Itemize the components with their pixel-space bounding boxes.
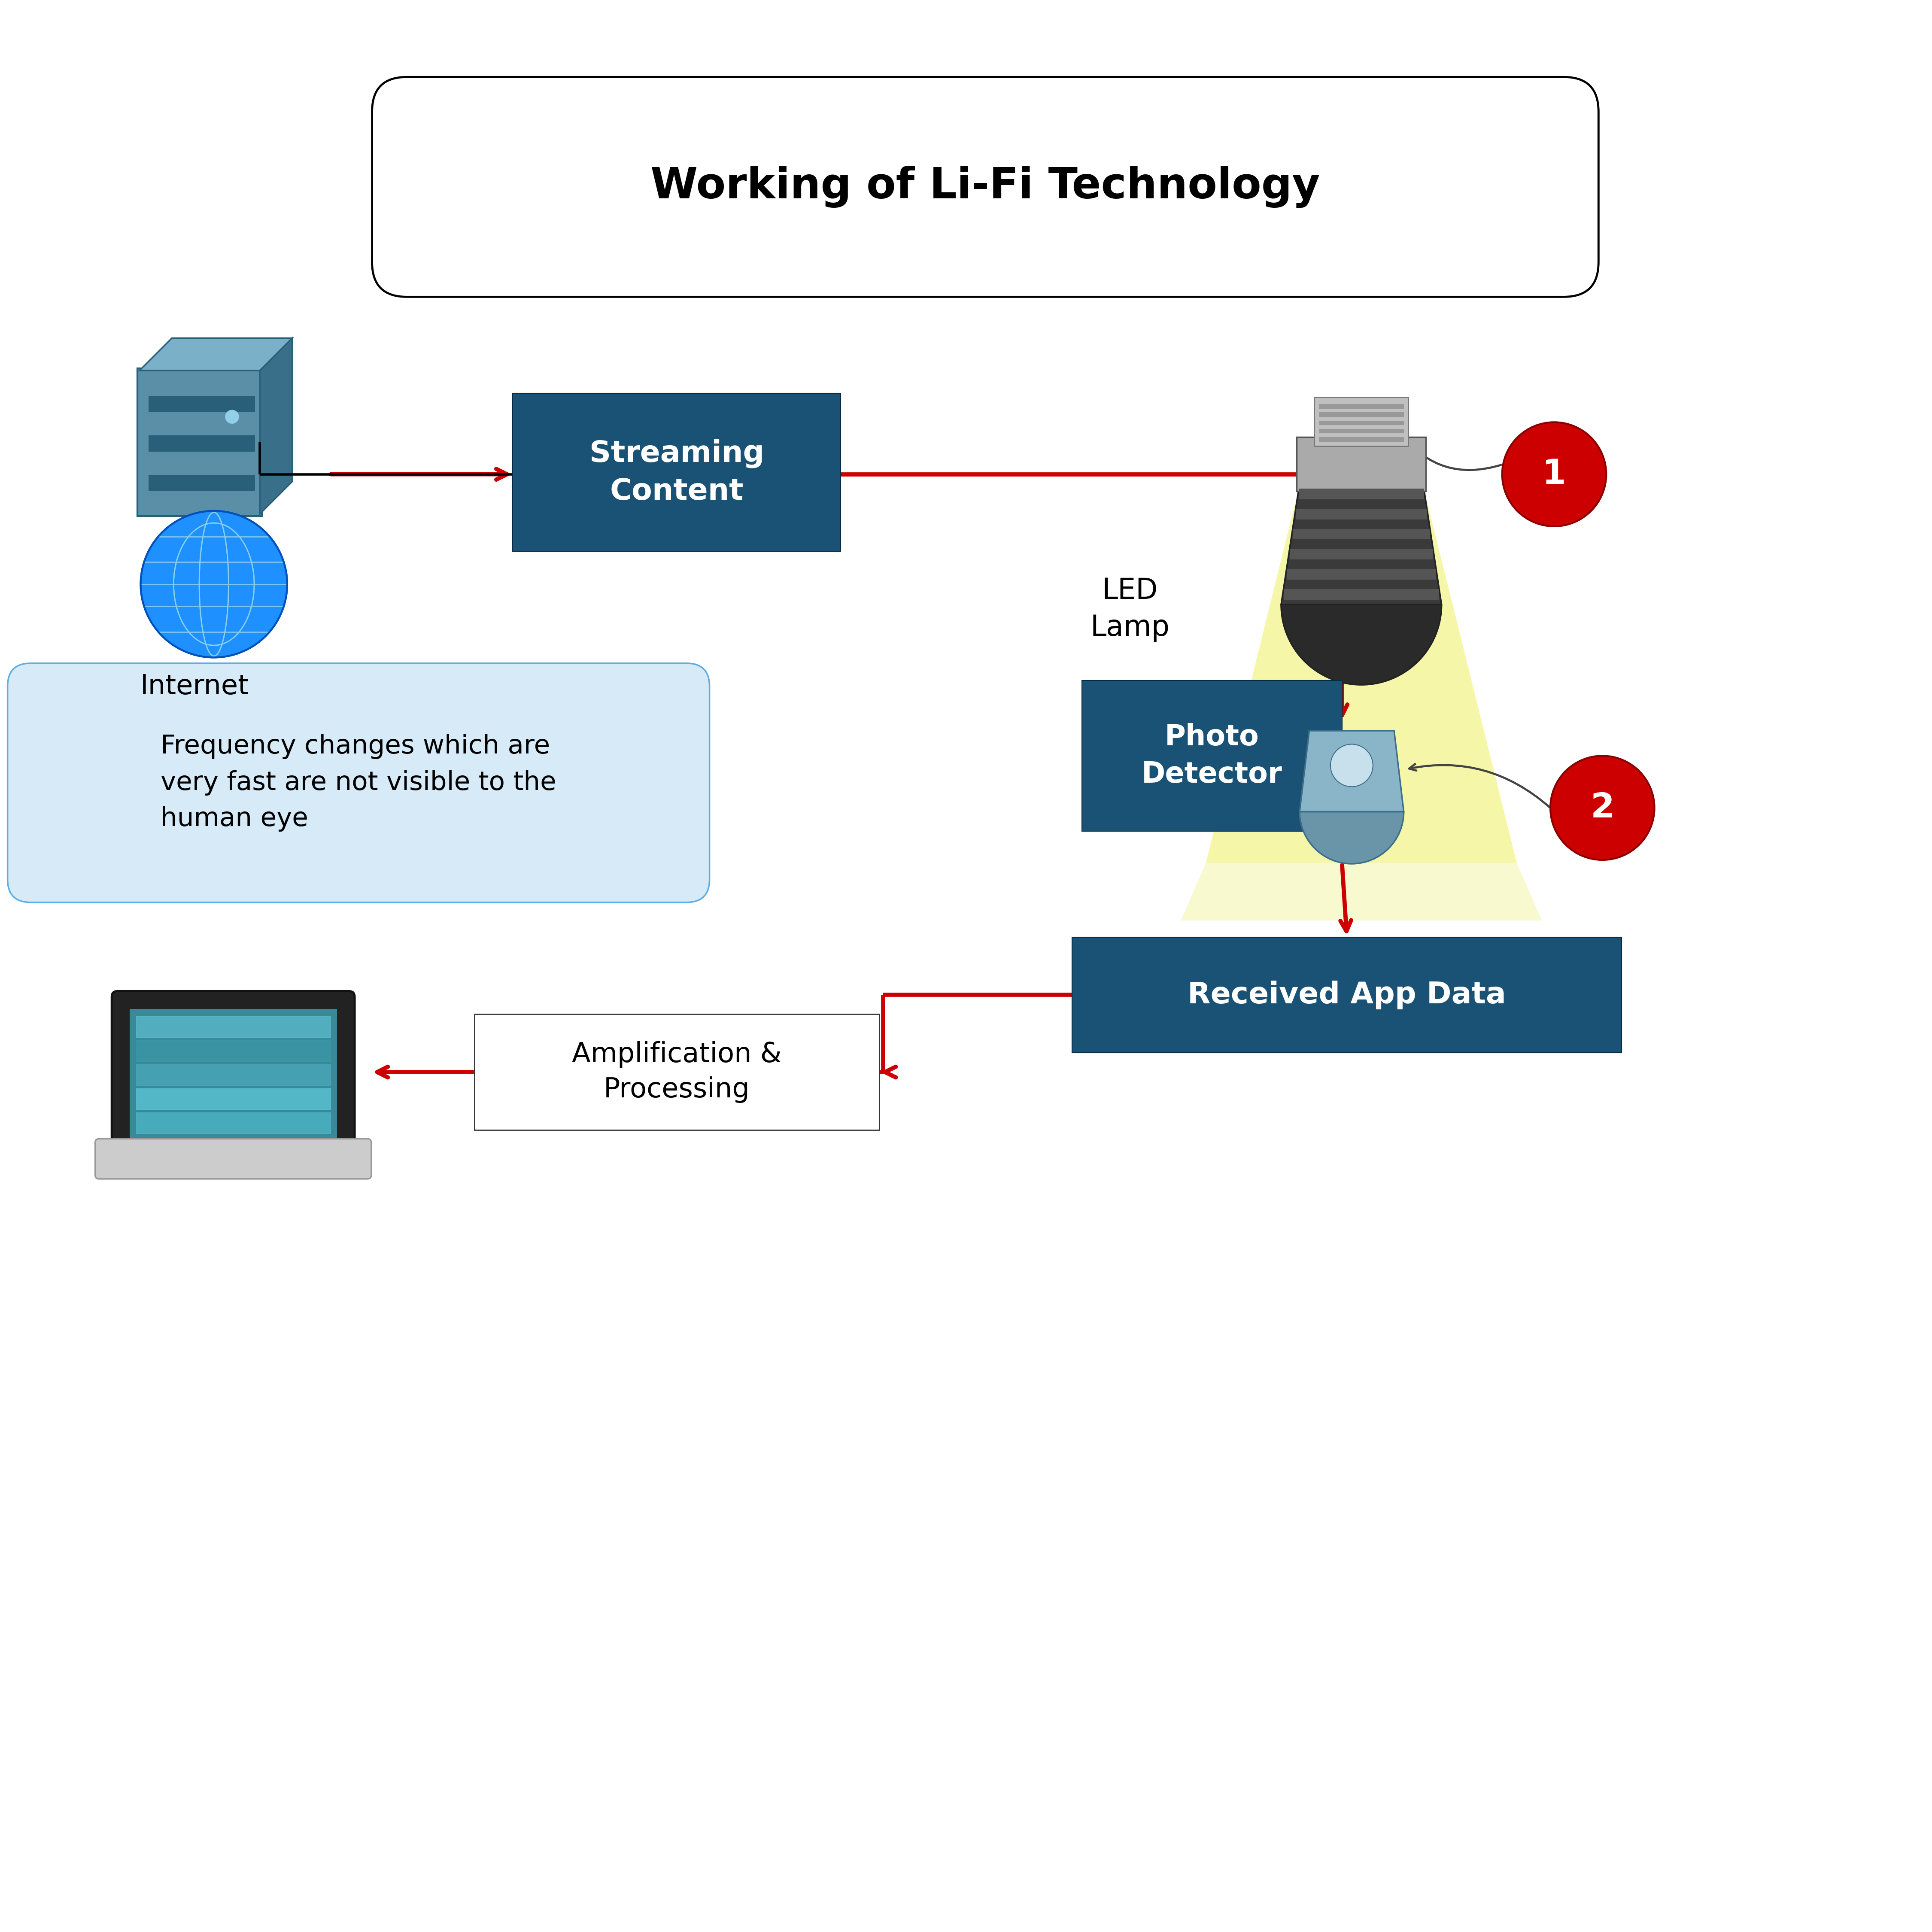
Circle shape (1331, 744, 1374, 786)
Bar (1320, 412, 1405, 417)
Polygon shape (259, 338, 292, 514)
FancyBboxPatch shape (137, 369, 261, 516)
Bar (149, 396, 255, 412)
Bar (1320, 404, 1405, 408)
Bar (1298, 489, 1424, 498)
Text: Streaming
Content: Streaming Content (589, 439, 765, 506)
FancyBboxPatch shape (373, 77, 1598, 298)
FancyBboxPatch shape (1082, 680, 1343, 831)
FancyBboxPatch shape (95, 1138, 371, 1179)
FancyBboxPatch shape (112, 991, 355, 1153)
FancyBboxPatch shape (129, 1009, 336, 1138)
Polygon shape (1281, 489, 1441, 605)
FancyBboxPatch shape (473, 1014, 879, 1130)
Text: Internet: Internet (141, 672, 249, 699)
Wedge shape (1281, 605, 1441, 684)
Circle shape (226, 410, 240, 423)
Polygon shape (1206, 489, 1517, 864)
Circle shape (1549, 755, 1654, 860)
Bar (1287, 570, 1435, 580)
Bar (1293, 529, 1430, 539)
Polygon shape (1300, 730, 1405, 811)
Text: Working of Li-Fi Technology: Working of Li-Fi Technology (651, 166, 1320, 209)
Circle shape (141, 510, 288, 657)
Text: Amplification &
Processing: Amplification & Processing (572, 1041, 782, 1103)
Bar (1296, 508, 1428, 520)
Bar (1291, 549, 1434, 560)
FancyBboxPatch shape (8, 663, 709, 902)
Bar (149, 475, 255, 491)
FancyBboxPatch shape (1072, 937, 1621, 1053)
Circle shape (1501, 423, 1605, 526)
FancyBboxPatch shape (1296, 437, 1426, 491)
Polygon shape (1180, 864, 1542, 920)
Bar (1283, 589, 1439, 599)
Text: Photo
Detector: Photo Detector (1142, 723, 1283, 788)
Bar (1320, 421, 1405, 425)
FancyBboxPatch shape (1314, 398, 1408, 446)
Bar (1320, 429, 1405, 433)
Text: Frequency changes which are
very fast are not visible to the
human eye: Frequency changes which are very fast ar… (160, 734, 556, 831)
Wedge shape (1300, 811, 1405, 864)
Bar (1320, 437, 1405, 442)
Text: 2: 2 (1590, 790, 1615, 825)
Bar (149, 435, 255, 452)
Text: Received App Data: Received App Data (1188, 981, 1507, 1009)
Text: 1: 1 (1542, 458, 1567, 491)
FancyBboxPatch shape (512, 394, 840, 551)
Polygon shape (139, 338, 292, 371)
Text: LED
Lamp: LED Lamp (1090, 576, 1169, 641)
